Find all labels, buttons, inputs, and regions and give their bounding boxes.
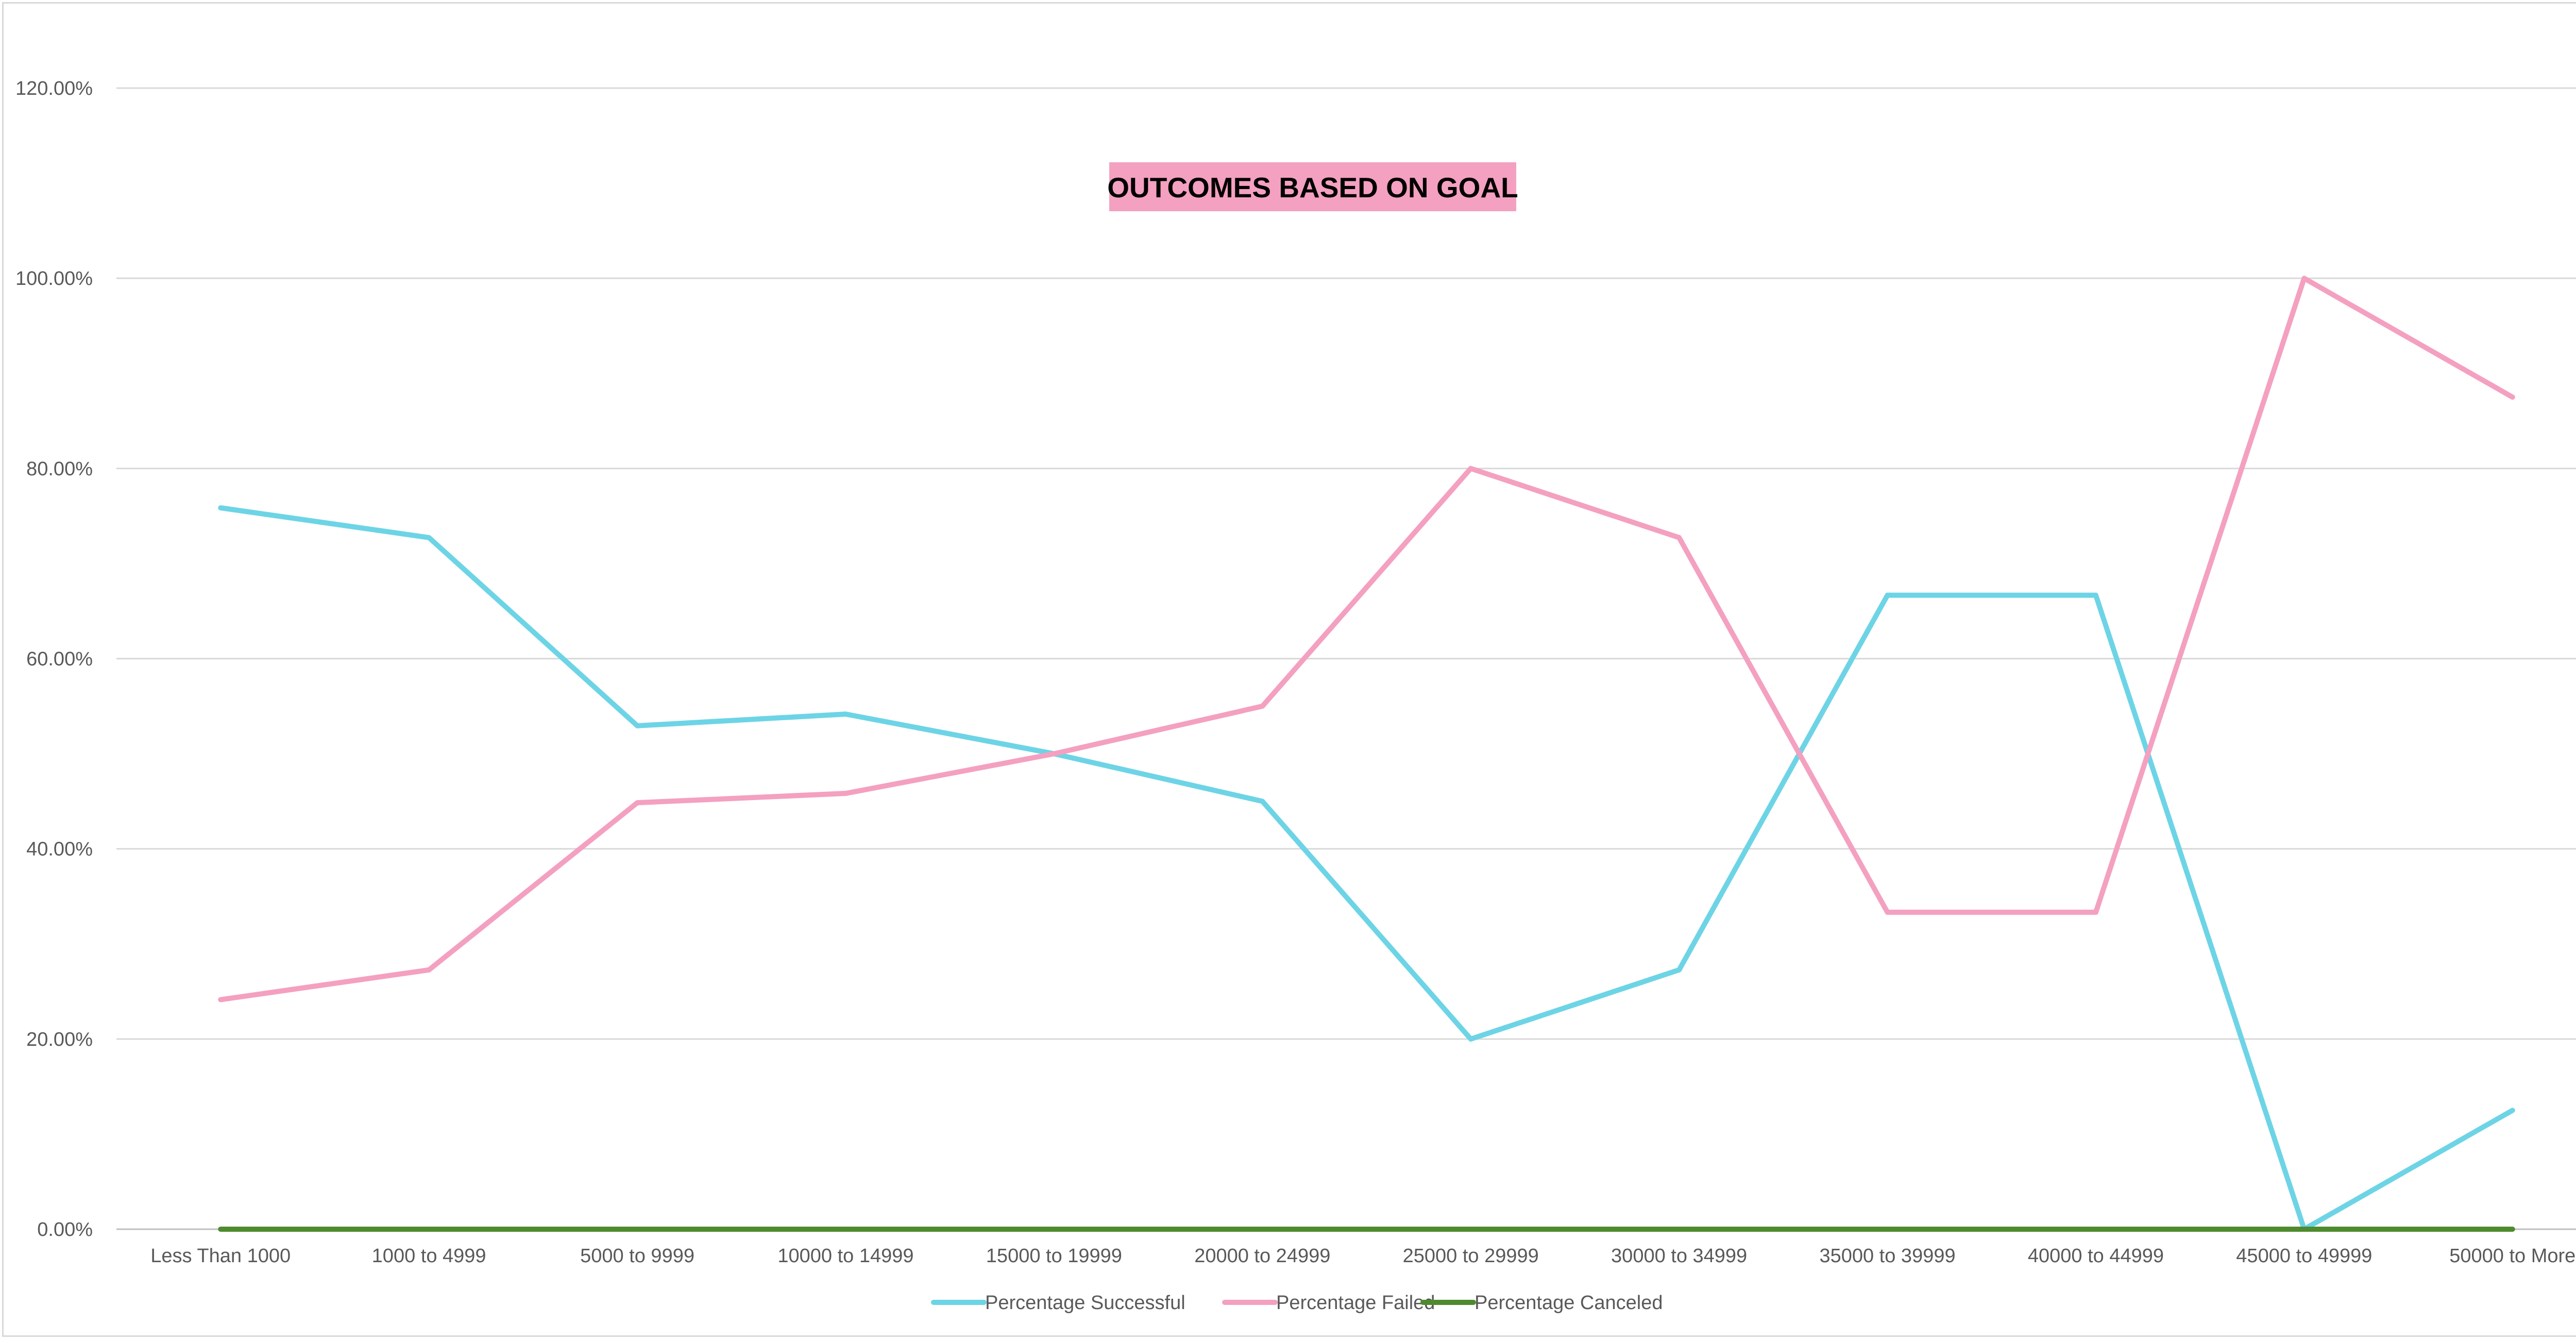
data-point	[637, 1229, 638, 1230]
series-line-percentage-failed	[218, 276, 2515, 1003]
data-point	[1887, 595, 1888, 596]
data-point	[220, 1229, 221, 1230]
x-axis-tick-labels: Less Than 1000 1000 to 4999 5000 to 9999 10…	[150, 1245, 2575, 1267]
y-tick-label: 20.00%	[26, 1029, 93, 1050]
data-point	[637, 725, 638, 726]
data-point	[1679, 970, 1680, 971]
x-tick-label: Less Than 1000	[150, 1245, 291, 1267]
y-tick-label: 120.00%	[15, 78, 93, 99]
data-point	[1262, 706, 1263, 707]
data-point	[2303, 1229, 2304, 1230]
data-point	[845, 1229, 846, 1230]
data-point	[637, 802, 638, 803]
x-tick-label: 35000 to 39999	[1819, 1245, 1955, 1267]
series-lines	[218, 276, 2515, 1232]
data-point	[429, 970, 430, 971]
data-point	[429, 537, 430, 538]
data-point	[2512, 1229, 2513, 1230]
data-point	[2303, 278, 2304, 279]
data-point	[1470, 468, 1471, 469]
y-axis-tick-labels: 0.00% 20.00% 40.00% 60.00% 80.00% 100.00% 120.…	[15, 78, 93, 1241]
legend-label: Percentage Failed	[1276, 1292, 1435, 1314]
x-tick-label: 20000 to 24999	[1194, 1245, 1330, 1267]
data-point	[1054, 1229, 1055, 1230]
y-tick-label: 100.00%	[15, 268, 93, 290]
x-tick-label: 40000 to 44999	[2028, 1245, 2164, 1267]
legend-label: Percentage Successful	[985, 1292, 1185, 1314]
data-point	[2512, 397, 2513, 398]
chart-title-background	[1109, 162, 1516, 211]
x-tick-label: 50000 to More	[2449, 1245, 2575, 1267]
data-point	[220, 999, 221, 1000]
data-point	[2095, 1229, 2096, 1230]
data-point	[1262, 801, 1263, 802]
data-point	[429, 1229, 430, 1230]
data-point	[1679, 1229, 1680, 1230]
data-point	[220, 507, 221, 508]
data-point	[1470, 1229, 1471, 1230]
y-tick-label: 80.00%	[26, 458, 93, 480]
series-line-percentage-successful	[218, 505, 2515, 1232]
chart-title: OUTCOMES BASED ON GOAL	[1107, 162, 1518, 211]
chart-title-text: OUTCOMES BASED ON GOAL	[1107, 172, 1518, 203]
y-tick-label: 40.00%	[26, 839, 93, 860]
data-point	[845, 714, 846, 715]
x-tick-label: 15000 to 19999	[986, 1245, 1122, 1267]
y-tick-label: 0.00%	[37, 1219, 93, 1241]
legend: Percentage Successful Percentage Failed Pe…	[931, 1292, 1663, 1314]
data-point	[2095, 912, 2096, 913]
data-point	[845, 793, 846, 794]
data-point	[2512, 1110, 2513, 1111]
x-tick-label: 1000 to 4999	[372, 1245, 486, 1267]
data-point	[1887, 912, 1888, 913]
data-point	[2095, 595, 2096, 596]
x-tick-label: 30000 to 34999	[1611, 1245, 1747, 1267]
data-point	[1887, 1229, 1888, 1230]
gridlines	[116, 87, 2576, 1230]
y-tick-label: 60.00%	[26, 649, 93, 670]
legend-label: Percentage Canceled	[1475, 1292, 1663, 1314]
x-tick-label: 45000 to 49999	[2236, 1245, 2372, 1267]
x-tick-label: 25000 to 29999	[1403, 1245, 1539, 1267]
data-point	[1470, 1039, 1471, 1040]
data-point	[1054, 753, 1055, 754]
data-point	[1679, 537, 1680, 538]
x-tick-label: 5000 to 9999	[580, 1245, 694, 1267]
data-point	[1262, 1229, 1263, 1230]
x-tick-label: 10000 to 14999	[777, 1245, 913, 1267]
